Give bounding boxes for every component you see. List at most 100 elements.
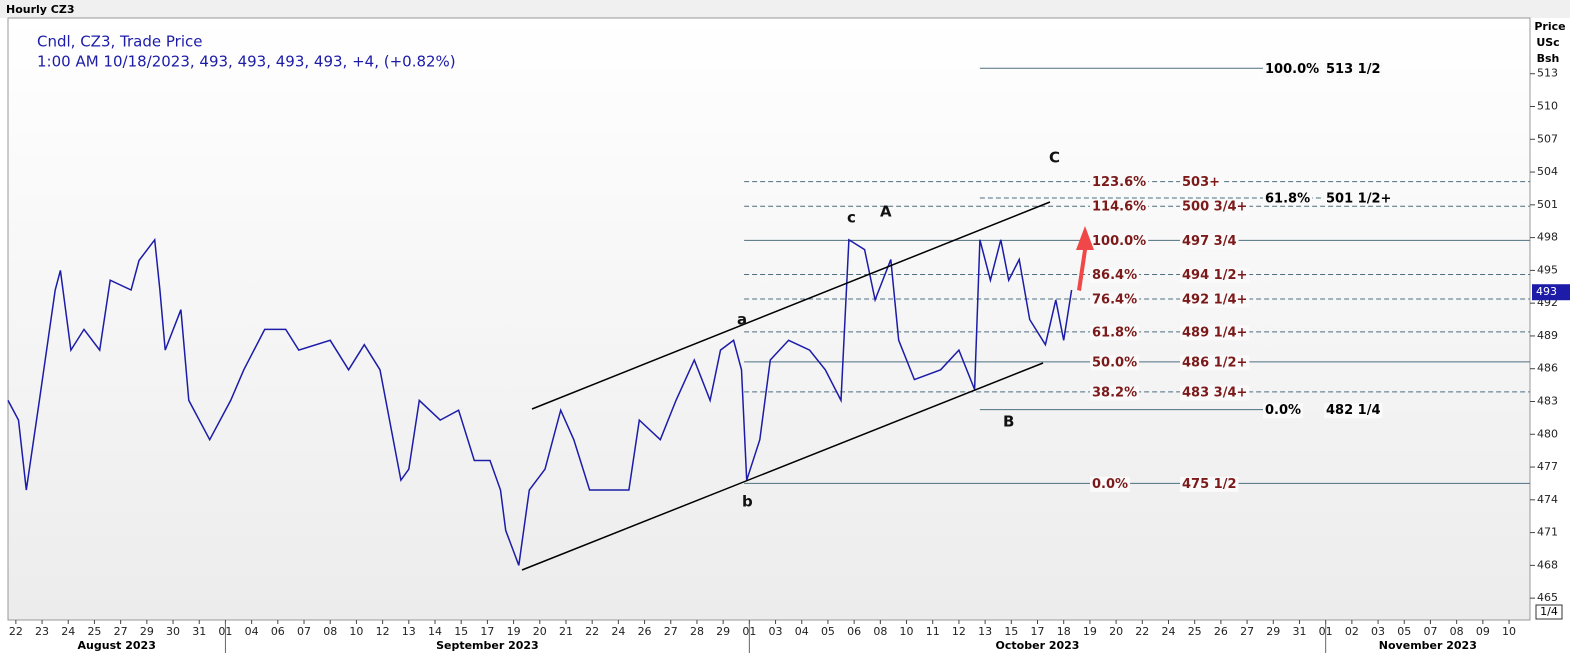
- tick-size-box: [1535, 604, 1563, 620]
- x-tick-label: 05: [821, 625, 835, 638]
- x-tick-label: 22: [585, 625, 599, 638]
- x-tick-label: 10: [1502, 625, 1516, 638]
- wave-label: a: [737, 311, 747, 329]
- level-label-bg: [1180, 385, 1250, 401]
- x-tick-label: 04: [245, 625, 259, 638]
- level-label-bg: [1090, 292, 1140, 308]
- y-tick-label: 477: [1537, 460, 1558, 473]
- x-tick-label: 17: [1031, 625, 1045, 638]
- channel-line: [521, 362, 1044, 571]
- level-label: 86.4%: [1092, 268, 1137, 283]
- level-label-bg: [1180, 355, 1250, 371]
- x-tick-label: 09: [1476, 625, 1490, 638]
- legend-line: 1:00 AM 10/18/2023, 493, 493, 493, 493, …: [37, 53, 456, 71]
- level-label-bg: [1090, 476, 1131, 492]
- last-price-badge: [1532, 284, 1570, 301]
- x-tick-label: 03: [1371, 625, 1385, 638]
- level-label-bg: [1263, 191, 1313, 207]
- level-label: 492 1/4+: [1182, 293, 1247, 308]
- level-label: 494 1/2+: [1182, 268, 1247, 283]
- level-label-bg: [1180, 175, 1223, 191]
- y-tick-label: 513: [1537, 67, 1558, 80]
- x-tick-label: 08: [873, 625, 887, 638]
- level-label-bg: [1180, 476, 1239, 492]
- level-label-bg: [1090, 175, 1149, 191]
- x-tick-label: 06: [847, 625, 861, 638]
- y-tick-label: 507: [1537, 132, 1558, 145]
- x-tick-label: 27: [1240, 625, 1254, 638]
- level-label-bg: [1090, 233, 1149, 249]
- channel-line: [531, 201, 1051, 410]
- x-tick-label: 31: [1292, 625, 1306, 638]
- price-line: [7, 237, 1073, 566]
- level-label-bg: [1180, 199, 1250, 215]
- level-label: 76.4%: [1092, 293, 1137, 308]
- month-label: August 2023: [78, 639, 156, 652]
- level-label-bg: [1180, 325, 1250, 341]
- y-tick-label: 495: [1537, 263, 1558, 276]
- y-tick-label: 504: [1537, 165, 1558, 178]
- level-label: 475 1/2: [1182, 477, 1237, 492]
- month-label: October 2023: [996, 639, 1080, 652]
- x-tick-label: 29: [140, 625, 154, 638]
- x-tick-label: 29: [1266, 625, 1280, 638]
- level-label-bg: [1324, 191, 1394, 207]
- level-label: 483 3/4+: [1182, 385, 1247, 400]
- x-tick-label: 15: [454, 625, 468, 638]
- month-label: September 2023: [436, 639, 539, 652]
- x-tick-label: 13: [402, 625, 416, 638]
- level-label-bg: [1263, 61, 1322, 77]
- level-label-bg: [1090, 267, 1140, 283]
- level-label-bg: [1324, 403, 1383, 419]
- x-tick-label: 07: [1423, 625, 1437, 638]
- legend-line: Cndl, CZ3, Trade Price: [37, 33, 202, 51]
- wave-label: B: [1003, 413, 1014, 431]
- x-tick-label: 24: [1161, 625, 1175, 638]
- level-label-bg: [1090, 385, 1140, 401]
- y-tick-label: 501: [1537, 198, 1558, 211]
- x-tick-label: 29: [716, 625, 730, 638]
- y-tick-label: 468: [1537, 558, 1558, 571]
- x-tick-label: 31: [192, 625, 206, 638]
- x-tick-label: 27: [664, 625, 678, 638]
- x-tick-label: 13: [978, 625, 992, 638]
- x-tick-label: 26: [1214, 625, 1228, 638]
- axis-title: Bsh: [1537, 52, 1560, 65]
- y-tick-label: 471: [1537, 526, 1558, 539]
- x-tick-label: 06: [271, 625, 285, 638]
- x-tick-label: 08: [323, 625, 337, 638]
- x-tick-label: 21: [559, 625, 573, 638]
- x-tick-label: 22: [9, 625, 23, 638]
- last-price-label: 493: [1536, 285, 1557, 298]
- level-label: 50.0%: [1092, 355, 1137, 370]
- wave-label: b: [742, 493, 753, 511]
- level-label-bg: [1324, 61, 1383, 77]
- x-tick-label: 19: [507, 625, 521, 638]
- level-label: 497 3/4: [1182, 234, 1237, 249]
- level-label-bg: [1180, 233, 1239, 249]
- y-tick-label: 465: [1537, 591, 1558, 604]
- x-tick-label: 20: [1109, 625, 1123, 638]
- x-tick-label: 07: [297, 625, 311, 638]
- x-tick-label: 22: [1135, 625, 1149, 638]
- y-tick-label: 480: [1537, 427, 1558, 440]
- wave-label: A: [880, 203, 892, 221]
- level-label: 482 1/4: [1326, 403, 1381, 418]
- window-title: Hourly CZ3: [6, 3, 75, 16]
- level-label: 489 1/4+: [1182, 325, 1247, 340]
- level-label: 501 1/2+: [1326, 191, 1391, 206]
- x-tick-label: 15: [1004, 625, 1018, 638]
- x-tick-label: 10: [349, 625, 363, 638]
- x-tick-label: 12: [376, 625, 390, 638]
- arrow: [1076, 226, 1094, 291]
- axis-title: USc: [1536, 36, 1559, 49]
- level-label-bg: [1090, 199, 1149, 215]
- x-tick-label: 27: [114, 625, 128, 638]
- y-tick-label: 498: [1537, 231, 1558, 244]
- level-label: 0.0%: [1265, 403, 1301, 418]
- level-label: 513 1/2: [1326, 62, 1381, 77]
- level-label-bg: [1090, 325, 1140, 341]
- y-tick-label: 483: [1537, 394, 1558, 407]
- x-tick-label: 12: [952, 625, 966, 638]
- chart-layer: 4654684714744774804834864894924954985015…: [7, 61, 1558, 653]
